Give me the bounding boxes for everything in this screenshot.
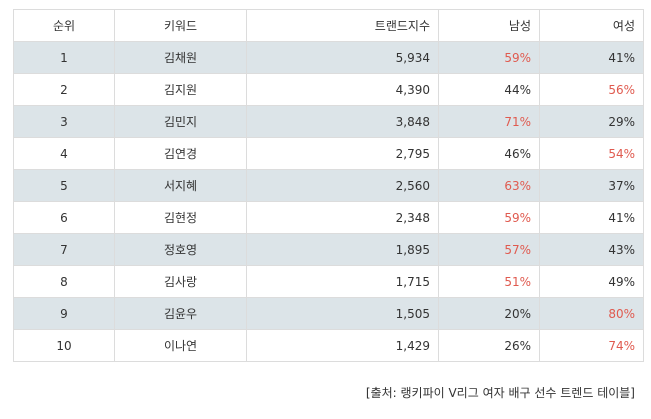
rank-cell: 6	[13, 201, 115, 234]
male-ratio-cell: 63%	[438, 169, 540, 202]
rank-cell: 10	[13, 329, 115, 362]
female-ratio-cell: 41%	[539, 201, 644, 234]
female-ratio-cell: 54%	[539, 137, 644, 170]
source-caption: [출처: 랭키파이 V리그 여자 배구 선수 트렌드 테이블]	[365, 386, 635, 400]
trend-index-cell: 1,895	[246, 233, 439, 266]
header-male: 남성	[438, 9, 540, 42]
male-ratio-cell: 20%	[438, 297, 540, 330]
rank-cell: 5	[13, 169, 115, 202]
header-rank: 순위	[13, 9, 115, 42]
female-ratio-cell: 43%	[539, 233, 644, 266]
rank-cell: 2	[13, 73, 115, 106]
trend-index-cell: 1,505	[246, 297, 439, 330]
table-body: 1 김채원 5,934 59% 41% 2 김지원 4,390 44% 56% 3 김민지 3,848 7…	[13, 41, 644, 362]
table-row: 6 김현정 2,348 59% 41%	[13, 201, 644, 234]
table-row: 4 김연경 2,795 46% 54%	[13, 137, 644, 170]
rank-cell: 8	[13, 265, 115, 298]
rank-cell: 9	[13, 297, 115, 330]
rank-cell: 7	[13, 233, 115, 266]
keyword-cell: 김연경	[114, 137, 247, 170]
trend-index-cell: 1,715	[246, 265, 439, 298]
keyword-cell: 김지원	[114, 73, 247, 106]
keyword-cell: 김윤우	[114, 297, 247, 330]
table-row: 7 정호영 1,895 57% 43%	[13, 233, 644, 266]
female-ratio-cell: 49%	[539, 265, 644, 298]
keyword-cell: 서지혜	[114, 169, 247, 202]
keyword-cell: 김사랑	[114, 265, 247, 298]
male-ratio-cell: 57%	[438, 233, 540, 266]
header-keyword: 키워드	[114, 9, 247, 42]
trend-index-cell: 4,390	[246, 73, 439, 106]
female-ratio-cell: 74%	[539, 329, 644, 362]
table-row: 10 이나연 1,429 26% 74%	[13, 329, 644, 362]
trend-index-cell: 5,934	[246, 41, 439, 74]
trend-index-cell: 3,848	[246, 105, 439, 138]
keyword-cell: 정호영	[114, 233, 247, 266]
table-row: 9 김윤우 1,505 20% 80%	[13, 297, 644, 330]
female-ratio-cell: 56%	[539, 73, 644, 106]
table-header-row: 순위 키워드 트랜드지수 남성 여성	[13, 9, 644, 42]
male-ratio-cell: 44%	[438, 73, 540, 106]
table-row: 1 김채원 5,934 59% 41%	[13, 41, 644, 74]
male-ratio-cell: 46%	[438, 137, 540, 170]
trend-index-cell: 2,560	[246, 169, 439, 202]
trend-index-cell: 2,348	[246, 201, 439, 234]
rank-cell: 3	[13, 105, 115, 138]
keyword-cell: 김현정	[114, 201, 247, 234]
female-ratio-cell: 41%	[539, 41, 644, 74]
male-ratio-cell: 26%	[438, 329, 540, 362]
male-ratio-cell: 71%	[438, 105, 540, 138]
header-trend-index: 트랜드지수	[246, 9, 439, 42]
female-ratio-cell: 29%	[539, 105, 644, 138]
female-ratio-cell: 80%	[539, 297, 644, 330]
male-ratio-cell: 59%	[438, 41, 540, 74]
table-row: 3 김민지 3,848 71% 29%	[13, 105, 644, 138]
rank-cell: 4	[13, 137, 115, 170]
keyword-cell: 김민지	[114, 105, 247, 138]
table-row: 5 서지혜 2,560 63% 37%	[13, 169, 644, 202]
female-ratio-cell: 37%	[539, 169, 644, 202]
trend-index-cell: 2,795	[246, 137, 439, 170]
rank-cell: 1	[13, 41, 115, 74]
trend-table-container: 순위 키워드 트랜드지수 남성 여성 1 김채원 5,934 59% 41% 2 김지원 4,…	[13, 9, 644, 400]
keyword-cell: 김채원	[114, 41, 247, 74]
male-ratio-cell: 51%	[438, 265, 540, 298]
male-ratio-cell: 59%	[438, 201, 540, 234]
trend-table: 순위 키워드 트랜드지수 남성 여성 1 김채원 5,934 59% 41% 2 김지원 4,…	[13, 9, 644, 362]
trend-index-cell: 1,429	[246, 329, 439, 362]
keyword-cell: 이나연	[114, 329, 247, 362]
header-female: 여성	[539, 9, 644, 42]
table-row: 8 김사랑 1,715 51% 49%	[13, 265, 644, 298]
table-row: 2 김지원 4,390 44% 56%	[13, 73, 644, 106]
